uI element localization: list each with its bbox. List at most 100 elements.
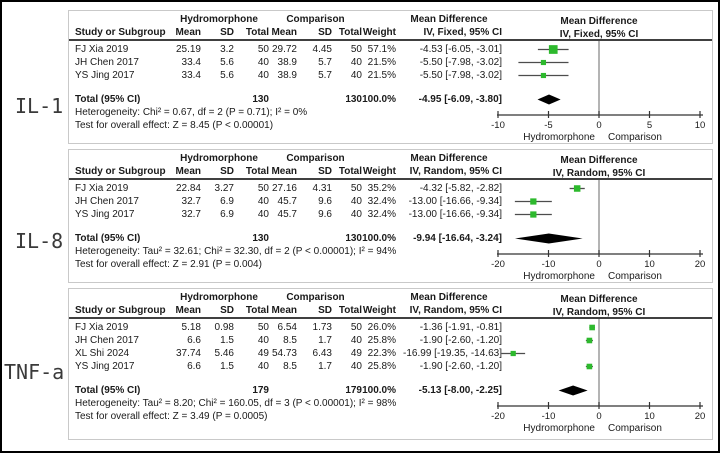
effect-square [540,59,547,66]
col-sd2-header: SD [318,27,332,38]
column-header-row: Study or Subgroup Mean SD Total Mean SD … [69,165,712,178]
total-row: Total (95% CI) 130 130 100.0% -4.95 [-6.… [69,93,712,106]
group-header-row: Hydromorphone Comparison Mean Difference [69,152,712,165]
study-mean2: 38.9 [277,70,297,81]
study-weight: 22.3% [367,348,396,359]
study-total2: 40 [350,70,362,81]
plot-header: Mean Difference [560,155,638,166]
study-total2: 40 [350,196,362,207]
axis-tick-label: -20 [491,411,505,422]
axis-tick-label: 0 [596,411,601,422]
study-row: YS Jing 2017 33.4 5.6 40 38.9 5.7 40 21.5% -5.50… [69,69,712,82]
column-header-row: Study or Subgroup Mean SD Total Mean SD … [69,26,712,39]
col-total1-header: Total [245,166,269,177]
effect-square [589,324,595,331]
effect-header: Mean Difference [410,153,488,164]
study-total2: 50 [350,183,362,194]
total-label: Total (95% CI) [75,233,141,244]
study-mean2: 8.5 [283,361,297,372]
axis-tick-label: 10 [644,259,655,270]
axis-right-group-label: Comparison [608,271,662,282]
heterogeneity-text: Heterogeneity: Chi² = 0.67, df = 2 (P = … [75,107,308,118]
study-sd2: 1.73 [312,322,332,333]
study-weight: 35.2% [367,183,396,194]
study-name: FJ Xia 2019 [75,44,129,55]
study-weight: 21.5% [367,70,396,81]
study-effect-ci: -13.00 [-16.66, -9.34] [408,196,502,207]
study-effect-ci: -1.90 [-2.60, -1.20] [419,335,502,346]
plot-header: Mean Difference [560,16,638,27]
study-effect-ci: -13.00 [-16.66, -9.34] [408,209,502,220]
study-mean2: 45.7 [277,196,297,207]
study-sd2: 5.7 [318,70,332,81]
study-sd2: 4.45 [312,44,332,55]
study-sd1: 0.98 [214,322,234,333]
forest-plot-canvas: Mean Difference IV, Random, 95% CI -20 -10 0… [491,155,705,282]
group1-header: Hydromorphone [180,14,258,25]
col-sd1-header: SD [220,305,234,316]
group2-header: Comparison [286,14,345,25]
study-total2: 50 [350,44,362,55]
axis-tick-label: 10 [695,120,706,131]
study-mean2: 45.7 [277,209,297,220]
study-row: YS Jing 2017 32.7 6.9 40 45.7 9.6 40 32.4% -13.0… [69,208,712,221]
study-row: JH Chen 2017 6.6 1.5 40 8.5 1.7 40 25.8% -1.90 [… [69,334,712,347]
total-effect: -9.94 [-16.64, -3.24] [413,233,502,244]
study-mean2: 8.5 [283,335,297,346]
total-effect: -5.13 [-8.00, -2.25] [418,385,502,396]
study-mean2: 6.54 [277,322,297,333]
col-mean2-header: Mean [271,305,297,316]
study-total1: 40 [257,209,269,220]
plot-subheader: IV, Random, 95% CI [553,168,646,179]
study-total1: 50 [257,44,269,55]
col-mean2-header: Mean [271,166,297,177]
col-sd2-header: SD [318,305,332,316]
study-rows: FJ Xia 2019 5.18 0.98 50 6.54 1.73 50 26.0% -1.3… [69,321,712,373]
study-sd1: 5.46 [214,348,234,359]
group2-header: Comparison [286,153,345,164]
axis-tick-label: -20 [491,259,505,270]
study-mean2: 38.9 [277,57,297,68]
study-row: FJ Xia 2019 22.84 3.27 50 27.16 4.31 50 35.2% -4… [69,182,712,195]
forest-panel-tnfa: Hydromorphone Comparison Mean Difference… [68,288,713,440]
effect-square [586,363,593,370]
study-total1: 40 [257,361,269,372]
col-study-header: Study or Subgroup [75,27,166,38]
study-total2: 50 [350,322,362,333]
total-label: Total (95% CI) [75,385,141,396]
axis-tick-label: -10 [491,120,505,131]
study-row: YS Jing 2017 6.6 1.5 40 8.5 1.7 40 25.8% -1.90 [… [69,360,712,373]
pooled-diamond [537,94,561,105]
study-weight: 25.8% [367,361,396,372]
col-total2-header: Total [338,305,362,316]
header-underline [69,178,712,180]
axis-tick-label: 20 [695,411,706,422]
total-label: Total (95% CI) [75,94,141,105]
study-mean2: 27.16 [271,183,297,194]
study-sd2: 6.43 [312,348,332,359]
plot-subheader: IV, Random, 95% CI [553,307,646,318]
effect-square [573,185,581,192]
header-underline [69,39,712,41]
col-effect-header: IV, Random, 95% CI [409,305,502,316]
study-sd1: 6.9 [220,196,234,207]
group1-header: Hydromorphone [180,153,258,164]
forest-plot-canvas: Mean Difference IV, Fixed, 95% CI -10 -5 0 5 1… [491,16,706,143]
study-sd1: 1.5 [220,335,234,346]
effect-square [530,211,537,218]
study-sd2: 4.31 [312,183,332,194]
study-mean2: 29.72 [271,44,297,55]
study-total1: 40 [257,335,269,346]
heterogeneity-text: Heterogeneity: Tau² = 32.61; Chi² = 32.3… [75,246,397,257]
study-mean1: 32.7 [181,209,201,220]
group-header-row: Hydromorphone Comparison Mean Difference [69,13,712,26]
study-row: JH Chen 2017 32.7 6.9 40 45.7 9.6 40 32.4% -13.0… [69,195,712,208]
study-weight: 26.0% [367,322,396,333]
effect-header: Mean Difference [410,14,488,25]
col-total1-header: Total [245,305,269,316]
study-total1: 40 [257,70,269,81]
study-mean1: 37.74 [175,348,201,359]
study-mean1: 32.7 [181,196,201,207]
total-n2: 179 [345,385,362,396]
